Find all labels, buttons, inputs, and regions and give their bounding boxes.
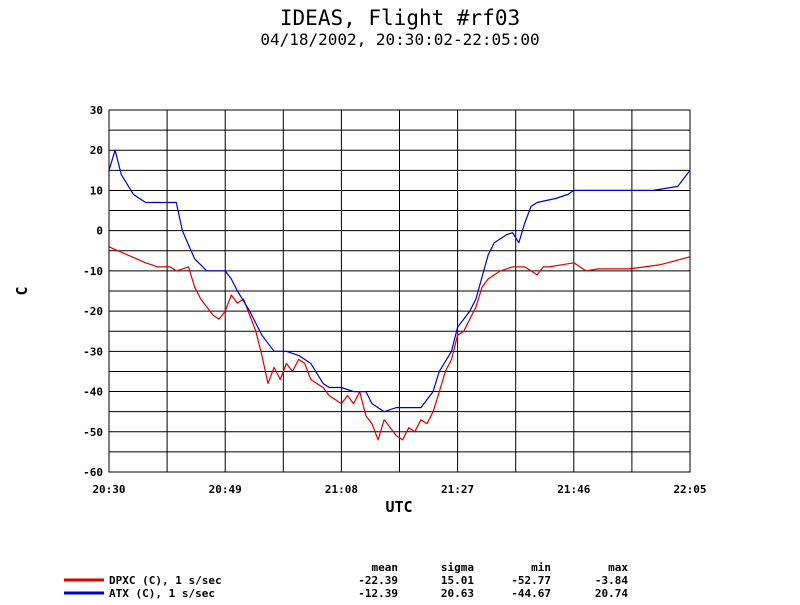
- y-tick-label: 10: [90, 184, 103, 197]
- legend-stat-value: 20.74: [595, 587, 628, 600]
- legend-stat-value: 20.63: [441, 587, 474, 600]
- stats-header-max: max: [608, 561, 628, 574]
- y-tick-label: -60: [83, 466, 103, 479]
- x-tick-label: 20:30: [92, 483, 125, 496]
- series-line-2: [108, 149, 691, 413]
- stats-header-sigma: sigma: [441, 561, 474, 574]
- y-tick-labels: -60 -50 -40 -30 -20 -10 0 10 20 30: [83, 104, 103, 479]
- y-tick-label: 20: [90, 144, 103, 157]
- legend-stat-value: 15.01: [441, 574, 474, 587]
- x-tick-label: 21:27: [441, 483, 474, 496]
- stats-header-mean: mean: [372, 561, 399, 574]
- legend-label: ATX (C), 1 s/sec: [109, 587, 215, 600]
- y-tick-label: -50: [83, 426, 103, 439]
- x-tick-labels: 20:30 20:49 21:08 21:27 21:46 22:05: [92, 483, 706, 496]
- stats-header-min: min: [531, 561, 551, 574]
- legend-stat-value: -44.67: [511, 587, 551, 600]
- legend-stat-value: -52.77: [511, 574, 551, 587]
- legend: DPXC (C), 1 s/sec -22.39 15.01 -52.77 -3.84 A…: [64, 574, 628, 600]
- chart-subtitle: 04/18/2002, 20:30:02-22:05:00: [260, 30, 539, 49]
- x-tick-label: 20:49: [209, 483, 242, 496]
- legend-stat-value: -12.39: [358, 587, 398, 600]
- x-tick-label: 21:46: [557, 483, 590, 496]
- chart-title: IDEAS, Flight #rf03: [280, 6, 520, 30]
- y-tick-label: -20: [83, 305, 103, 318]
- y-axis-label: C: [13, 286, 31, 295]
- plot-frame: [108, 109, 691, 473]
- stats-headers: mean sigma min max: [372, 561, 629, 574]
- x-tick-label: 22:05: [673, 483, 706, 496]
- y-tick-label: -40: [83, 386, 103, 399]
- y-tick-label: -30: [83, 345, 103, 358]
- series-lines: [108, 149, 691, 441]
- x-axis-label: UTC: [385, 498, 412, 516]
- legend-stat-value: -3.84: [595, 574, 628, 587]
- y-tick-label: 0: [96, 225, 103, 238]
- x-tick-label: 21:08: [325, 483, 358, 496]
- y-tick-label: 30: [90, 104, 103, 117]
- legend-stat-value: -22.39: [358, 574, 398, 587]
- y-tick-label: -10: [83, 265, 103, 278]
- legend-label: DPXC (C), 1 s/sec: [109, 574, 222, 587]
